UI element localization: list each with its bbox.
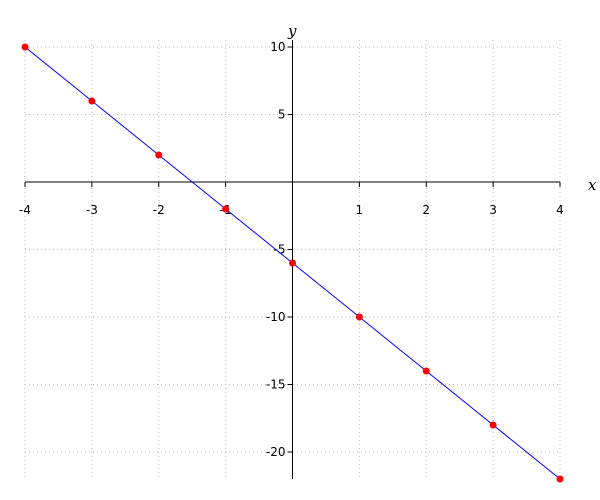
y-axis-title: y xyxy=(287,22,297,40)
y-tick-label: -15 xyxy=(266,378,286,392)
x-tick-label: 4 xyxy=(556,203,564,217)
point xyxy=(88,97,96,105)
y-tick-label: -20 xyxy=(266,445,286,459)
x-tick-label: 2 xyxy=(422,203,430,217)
point xyxy=(21,43,29,51)
point xyxy=(422,367,430,375)
point xyxy=(155,151,163,159)
x-tick-label: 3 xyxy=(489,203,497,217)
x-tick-label: -3 xyxy=(86,203,98,217)
point xyxy=(355,313,363,321)
y-tick-label: 10 xyxy=(270,40,285,54)
y-tick-label: -5 xyxy=(274,243,286,257)
point xyxy=(556,475,564,483)
x-tick-label: -4 xyxy=(19,203,31,217)
y-tick-label: -10 xyxy=(266,310,286,324)
x-tick-label: 1 xyxy=(356,203,364,217)
x-tick-label: -2 xyxy=(153,203,165,217)
point xyxy=(489,421,497,429)
point xyxy=(289,259,296,267)
point xyxy=(222,205,230,213)
y-tick-label: 5 xyxy=(278,108,286,122)
x-axis-title: x xyxy=(588,176,597,194)
